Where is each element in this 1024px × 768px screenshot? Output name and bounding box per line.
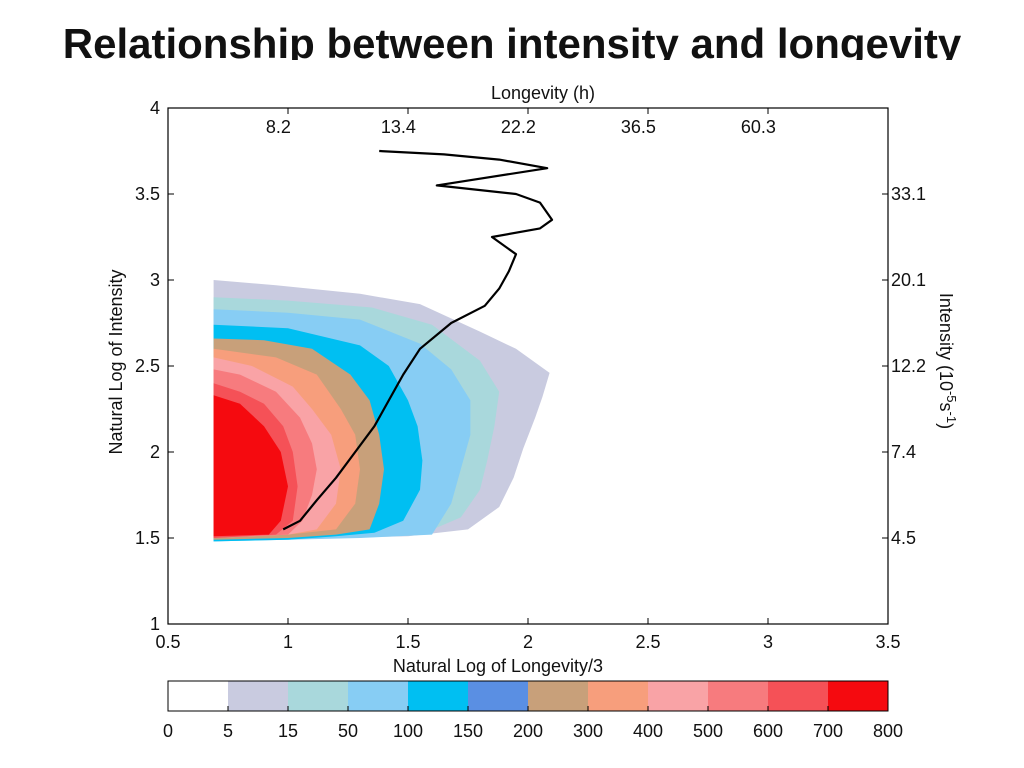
colorbar-swatch (528, 681, 589, 711)
right-axis-label-part: ) (936, 423, 956, 429)
colorbar-tick-label: 0 (163, 721, 173, 741)
colorbar-swatch (708, 681, 769, 711)
colorbar-tick-label: 50 (338, 721, 358, 741)
top-axis-label: Longevity (h) (491, 83, 595, 103)
x-axis-label: Natural Log of Longevity/3 (393, 656, 603, 676)
right-tick-label: 4.5 (891, 528, 916, 548)
x-tick-label: 3 (763, 632, 773, 652)
right-tick-label: 7.4 (891, 442, 916, 462)
right-axis-label-part: -1 (945, 412, 960, 424)
y-tick-label: 2 (150, 442, 160, 462)
y-tick-label: 1 (150, 614, 160, 634)
x-tick-label: 0.5 (155, 632, 180, 652)
colorbar-tick-label: 150 (453, 721, 483, 741)
right-tick-label: 33.1 (891, 184, 926, 204)
colorbar-tick-label: 100 (393, 721, 423, 741)
colorbar-tick-label: 5 (223, 721, 233, 741)
contour-fills (213, 280, 550, 542)
right-axis: 33.1 20.1 12.2 7.4 4.5 Intensity (10-5s-1) (882, 184, 960, 548)
mean-longevity-line (282, 149, 554, 531)
x-tick-label: 3.5 (875, 632, 900, 652)
colorbar-swatch (288, 681, 349, 711)
x-tick-label: 1.5 (395, 632, 420, 652)
colorbar-swatch (408, 681, 469, 711)
colorbar-tick-label: 500 (693, 721, 723, 741)
right-axis-label-part: -5 (945, 391, 960, 403)
colorbar-tick-label: 400 (633, 721, 663, 741)
top-tick-label: 22.2 (501, 117, 536, 137)
top-tick-label: 13.4 (381, 117, 416, 137)
right-axis-label-part: s (936, 403, 956, 412)
colorbar-swatch (468, 681, 529, 711)
colorbar-tick-label: 15 (278, 721, 298, 741)
colorbar-swatch (768, 681, 829, 711)
y-tick-label: 4 (150, 98, 160, 118)
x-tick-label: 2 (523, 632, 533, 652)
x-tick-label: 1 (283, 632, 293, 652)
colorbar: 0 5 15 50 100 150 200 300 400 500 600 700 800 (163, 680, 903, 741)
right-tick-label: 12.2 (891, 356, 926, 376)
slide-title: Relationship between intensity and longe… (62, 20, 962, 60)
colorbar-swatch (168, 681, 229, 711)
colorbar-swatch (228, 681, 289, 711)
y-tick-label: 3.5 (135, 184, 160, 204)
contour-level-9 (213, 395, 288, 537)
colorbar-tick-label: 700 (813, 721, 843, 741)
top-tick-label: 60.3 (741, 117, 776, 137)
x-axis: 0.5 1 1.5 2 2.5 3 3.5 Natural Log of Longevity/… (155, 108, 901, 676)
colorbar-tick-label: 600 (753, 721, 783, 741)
colorbar-swatch (648, 681, 709, 711)
y-tick-label: 3 (150, 270, 160, 290)
y-axis-label: Natural Log of Intensity (106, 269, 126, 454)
colorbar-swatch (348, 681, 409, 711)
top-tick-label: 36.5 (621, 117, 656, 137)
colorbar-swatch (588, 681, 649, 711)
top-tick-label: 8.2 (266, 117, 291, 137)
y-tick-label: 2.5 (135, 356, 160, 376)
colorbar-tick-label: 200 (513, 721, 543, 741)
y-axis: 1 1.5 2 2.5 3 3.5 4 Natural Log of Intensity (106, 98, 174, 634)
colorbar-tick-label: 300 (573, 721, 603, 741)
y-tick-label: 1.5 (135, 528, 160, 548)
right-axis-label-part: Intensity (10 (936, 293, 956, 391)
right-axis-label: Intensity (10-5s-1) (936, 293, 960, 429)
right-tick-label: 20.1 (891, 270, 926, 290)
colorbar-tick-label: 800 (873, 721, 903, 741)
top-axis: Longevity (h) 8.2 13.4 22.2 36.5 60.3 (266, 83, 776, 137)
x-tick-label: 2.5 (635, 632, 660, 652)
colorbar-swatch (828, 681, 889, 711)
